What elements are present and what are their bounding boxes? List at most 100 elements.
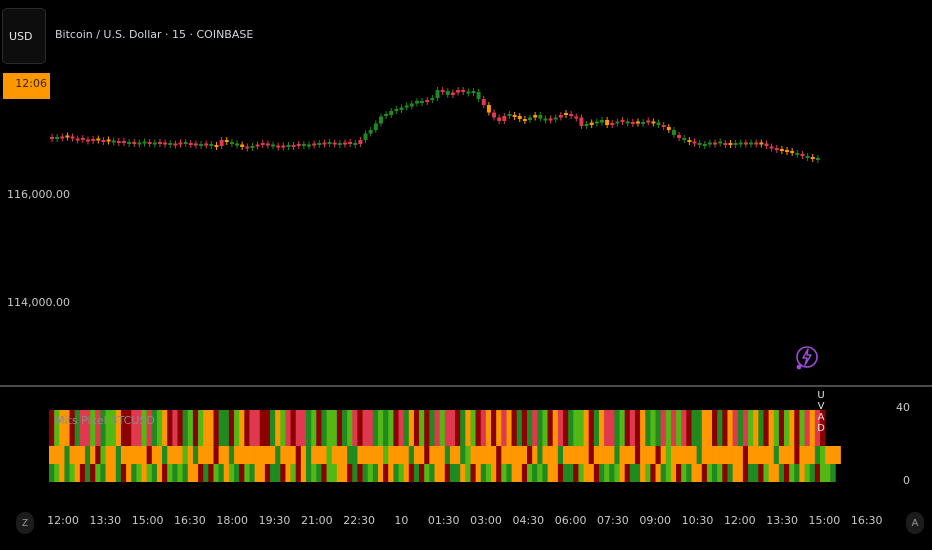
pixel-cell	[341, 464, 348, 482]
auto-scale-button[interactable]: A	[906, 512, 924, 534]
pixel-cell	[259, 464, 266, 482]
candle	[50, 137, 54, 139]
pixel-cell	[737, 464, 744, 482]
candle	[199, 144, 204, 146]
pixel-cell	[105, 446, 111, 464]
pixel-cell	[557, 446, 564, 464]
pixel-cell	[557, 410, 564, 446]
candle	[507, 114, 512, 116]
pixel-cell	[804, 464, 811, 482]
pixel-cell	[768, 464, 775, 482]
time-tick: 10:30	[681, 514, 714, 527]
pixel-cell	[429, 464, 435, 482]
candle	[743, 142, 748, 145]
pixel-cell	[778, 446, 785, 464]
candle	[399, 107, 404, 110]
pixel-cell	[794, 410, 800, 446]
time-tick: 16:30	[174, 514, 206, 527]
pixel-cell	[516, 446, 523, 464]
candle	[420, 101, 425, 103]
pixel-cell	[244, 410, 250, 446]
countdown-time-badge: 12:06	[3, 73, 50, 99]
candle	[409, 103, 414, 107]
pixel-cell	[79, 446, 86, 464]
pixel-cell	[578, 464, 584, 482]
candle	[615, 121, 620, 124]
pixel-cell	[100, 464, 106, 482]
pixel-cell	[192, 464, 199, 482]
candle	[579, 117, 584, 126]
pixel-cell	[239, 410, 245, 446]
pixel-cell	[336, 410, 343, 446]
pixel-cell	[203, 464, 209, 482]
pixel-cell	[151, 410, 158, 446]
letter-a: A	[817, 412, 825, 423]
pixel-cell	[126, 464, 132, 482]
pixel-cell	[444, 446, 451, 464]
pixel-cell	[660, 446, 667, 464]
lightning-alert-icon[interactable]	[795, 340, 819, 374]
candle	[394, 109, 399, 111]
pixel-cell	[213, 446, 219, 464]
pixel-cell	[439, 464, 446, 482]
candle	[707, 142, 712, 145]
pixel-cell	[357, 410, 363, 446]
candle	[620, 120, 625, 122]
pixel-cell	[670, 464, 677, 482]
pixel-cell	[527, 464, 533, 482]
pixel-cell	[784, 464, 790, 482]
pixel-cell	[737, 446, 744, 464]
pixel-cell	[388, 464, 394, 482]
pixel-cell	[778, 464, 785, 482]
pixel-cell	[516, 464, 523, 482]
pixel-cell	[408, 464, 415, 482]
pixel-cell	[799, 464, 805, 482]
pane-divider[interactable]	[0, 385, 932, 387]
pixel-cell	[737, 410, 744, 446]
pixel-cell	[203, 410, 209, 446]
currency-button[interactable]: USD	[2, 8, 46, 64]
pixel-cell	[49, 464, 55, 482]
candle	[368, 130, 373, 134]
candle	[363, 133, 368, 140]
time-axis[interactable]: 12:00 13:30 15:00 16:30 18:00 19:30 21:00 22:30…	[0, 508, 932, 536]
pixel-cell	[537, 446, 543, 464]
pixel-cell	[516, 410, 523, 446]
pixel-cell	[54, 446, 60, 464]
pixel-cell	[126, 410, 132, 446]
candle	[702, 144, 707, 146]
pixel-cell	[69, 410, 75, 446]
pixel-cell	[146, 464, 153, 482]
pixel-cell	[285, 464, 291, 482]
pixel-cell	[727, 410, 733, 446]
pixel-cell	[95, 410, 101, 446]
pixel-cell	[640, 410, 646, 446]
pixel-cell	[439, 410, 446, 446]
pixel-cell	[377, 410, 384, 446]
pixel-cell	[69, 446, 75, 464]
scale-button-z[interactable]: Z	[16, 512, 34, 534]
pixel-cell	[398, 464, 404, 482]
indicator-title[interactable]: Mits Pixel BTCUSD	[55, 414, 155, 427]
pixel-cell	[429, 446, 435, 464]
pixel-cell	[141, 410, 147, 446]
pixel-cell	[413, 446, 420, 464]
pixel-cell	[732, 410, 739, 446]
time-tick: 10	[394, 514, 409, 527]
pixel-cell	[814, 464, 821, 482]
time-tick: 07:30	[597, 514, 629, 527]
pixel-cell	[244, 464, 250, 482]
pixel-cell	[388, 446, 394, 464]
pixel-cell	[434, 410, 440, 446]
pixel-cell	[491, 446, 497, 464]
pixel-cell	[521, 410, 528, 446]
symbol-title[interactable]: Bitcoin / U.S. Dollar · 15 · COINBASE	[55, 28, 254, 41]
pixel-cell	[120, 464, 127, 482]
pixel-cell	[177, 464, 183, 482]
candle	[785, 150, 790, 152]
pixel-cell	[357, 446, 363, 464]
pixel-cell	[686, 446, 692, 464]
pixel-cell	[532, 464, 538, 482]
candle	[594, 121, 599, 124]
